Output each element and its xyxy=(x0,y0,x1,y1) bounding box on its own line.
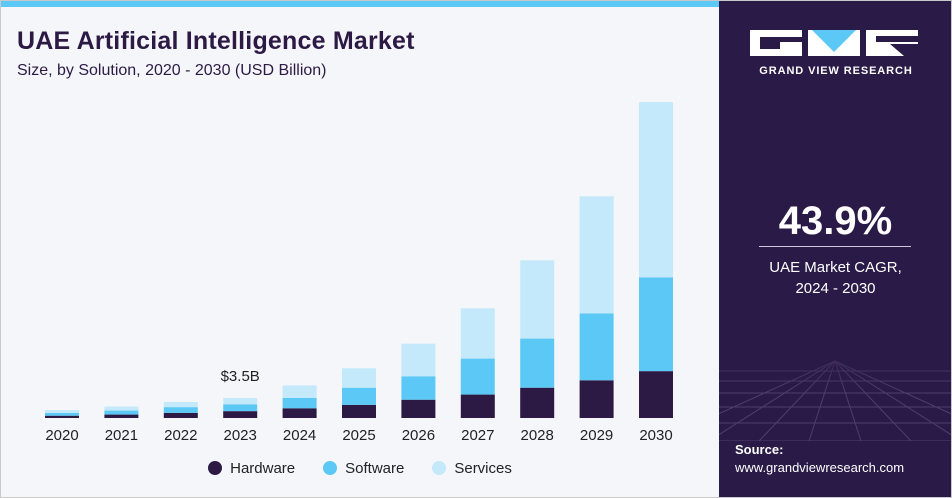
cagr-label-line2: 2024 - 2030 xyxy=(795,280,876,297)
legend-swatch-software xyxy=(323,461,338,475)
cagr-label-line1: UAE Market CAGR, xyxy=(769,259,902,276)
cagr-value: 43.9% xyxy=(778,199,893,243)
x-tick-label-2027: 2027 xyxy=(461,427,494,444)
legend-label-hardware: Hardware xyxy=(230,459,296,477)
source-label: Source: xyxy=(735,442,784,457)
bars-group xyxy=(45,102,673,418)
source-url[interactable]: www.grandviewresearch.com xyxy=(735,460,905,475)
bar-2030-software xyxy=(639,277,673,372)
data-label-2023-total: $3.5B xyxy=(221,368,260,385)
brand-name: GRAND VIEW RESEARCH xyxy=(759,65,913,77)
bar-2024-services xyxy=(282,385,317,398)
x-tick-label-2020: 2020 xyxy=(45,427,78,444)
bar-2024-hardware xyxy=(282,408,317,418)
side-panel: GRAND VIEW RESEARCH 43.9% UAE Market CAG… xyxy=(719,1,951,497)
bar-2025-software xyxy=(342,387,376,405)
x-tick-label-2024: 2024 xyxy=(283,427,316,444)
chart-legend: Hardware Software Services xyxy=(1,458,719,478)
logo-mark-g-icon xyxy=(750,30,802,56)
x-axis-labels: 2020 2021 2022 2023 2024 2025 2026 2027 2028 2029… xyxy=(45,427,672,444)
bar-2020-hardware xyxy=(45,415,79,418)
bar-2025-hardware xyxy=(342,404,376,418)
brand-logo: GRAND VIEW RESEARCH xyxy=(750,30,922,77)
bar-2030-services xyxy=(639,102,673,278)
legend-item-services: Services xyxy=(432,460,512,477)
x-tick-label-2025: 2025 xyxy=(342,427,375,444)
bar-2022-services xyxy=(163,402,198,408)
x-tick-label-2021: 2021 xyxy=(105,427,138,444)
bar-2023-hardware xyxy=(223,411,258,418)
legend-label-services: Services xyxy=(454,459,512,477)
cagr-divider xyxy=(759,246,911,247)
legend-item-software: Software xyxy=(323,460,404,477)
stacked-bar-chart: 2020 2021 2022 2023 2024 2025 2026 2027 2028 2029… xyxy=(45,102,673,444)
x-tick-label-2029: 2029 xyxy=(580,427,613,444)
bar-2027-services xyxy=(460,308,495,359)
x-tick-label-2030: 2030 xyxy=(639,427,672,444)
bar-2027-software xyxy=(460,358,495,395)
bar-2026-services xyxy=(401,343,436,377)
legend-label-software: Software xyxy=(345,459,405,477)
bar-2028-software xyxy=(520,338,555,388)
logo-mark-r-icon xyxy=(866,30,918,56)
bar-2022-software xyxy=(163,407,198,413)
legend-swatch-services xyxy=(432,461,447,475)
x-tick-label-2028: 2028 xyxy=(521,427,554,444)
bar-2026-software xyxy=(401,376,436,400)
bar-2028-services xyxy=(520,260,555,339)
bar-2026-hardware xyxy=(401,399,436,418)
x-tick-label-2026: 2026 xyxy=(402,427,435,444)
bar-2028-hardware xyxy=(520,387,555,418)
bar-2029-services xyxy=(579,196,614,314)
bar-2027-hardware xyxy=(460,394,495,418)
logo-marks xyxy=(750,30,922,56)
bar-2029-hardware xyxy=(579,380,614,418)
bar-2022-hardware xyxy=(163,412,198,418)
bar-2029-software xyxy=(579,313,614,381)
bar-2023-software xyxy=(223,404,258,412)
bar-2020-services xyxy=(45,410,79,413)
legend-swatch-hardware xyxy=(208,461,223,475)
bar-2025-services xyxy=(342,368,376,388)
bar-2030-hardware xyxy=(639,371,673,418)
legend-item-hardware: Hardware xyxy=(208,460,295,477)
chart-subtitle: Size, by Solution, 2020 - 2030 (USD Bill… xyxy=(17,62,327,79)
top-accent-bar xyxy=(1,1,719,7)
bar-2024-software xyxy=(282,398,317,409)
cagr-label: UAE Market CAGR, 2024 - 2030 xyxy=(719,257,951,299)
decorative-grid-pattern xyxy=(719,331,951,441)
bar-2021-services xyxy=(104,406,139,411)
bar-2023-services xyxy=(223,398,258,405)
bar-2021-hardware xyxy=(104,414,139,418)
annotations-group: $3.5B xyxy=(221,368,260,385)
source-block: Source: www.grandviewresearch.com xyxy=(735,442,904,475)
logo-mark-v-icon xyxy=(808,30,860,56)
bar-2021-software xyxy=(104,410,139,415)
bar-2020-software xyxy=(45,412,79,416)
x-tick-label-2022: 2022 xyxy=(164,427,197,444)
x-tick-label-2023: 2023 xyxy=(224,427,257,444)
chart-title: UAE Artificial Intelligence Market xyxy=(17,27,415,55)
